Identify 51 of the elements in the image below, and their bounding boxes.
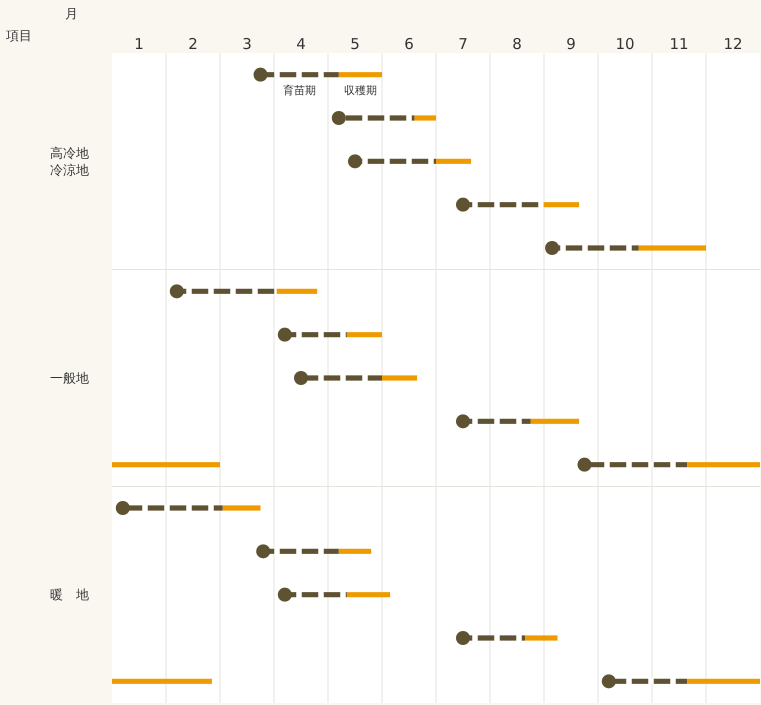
y-tick-label: 暖 地	[50, 588, 89, 604]
bar	[338, 548, 372, 554]
point	[332, 111, 346, 125]
point	[170, 284, 184, 298]
y-axis-title: 項目	[5, 29, 32, 44]
bar	[687, 678, 760, 684]
y-tick-label: 高冷地冷涼地	[50, 145, 89, 178]
point	[116, 501, 130, 515]
bar	[346, 332, 382, 338]
x-tick-label: 3	[242, 35, 252, 53]
bar	[346, 592, 390, 598]
bar	[544, 202, 580, 208]
x-tick-label: 4	[296, 35, 306, 53]
x-tick-label: 2	[188, 35, 198, 53]
bar	[382, 375, 418, 381]
point	[456, 414, 470, 428]
bar	[414, 115, 436, 121]
x-tick-label: 10	[615, 35, 635, 53]
x-tick-label: 11	[669, 35, 689, 53]
point	[348, 154, 362, 168]
x-axis-title: 月	[65, 7, 78, 22]
series-label: 収穫期	[344, 84, 377, 97]
point	[278, 328, 292, 342]
bar	[276, 288, 318, 294]
point	[545, 241, 560, 255]
point	[294, 371, 308, 385]
bar	[112, 462, 220, 468]
x-tick-label: 7	[458, 35, 468, 53]
bar	[638, 245, 706, 251]
bar	[222, 505, 260, 511]
x-tick-label: 8	[512, 35, 522, 53]
point	[456, 631, 470, 645]
x-tick-label: 6	[404, 35, 414, 53]
bar	[338, 72, 382, 78]
point	[602, 674, 616, 688]
point	[278, 588, 292, 602]
x-tick-label: 1	[134, 35, 144, 53]
point	[254, 68, 268, 82]
point	[578, 458, 592, 472]
point	[456, 198, 470, 212]
bar	[687, 462, 760, 468]
bar	[112, 678, 212, 684]
bar	[530, 418, 580, 424]
x-tick-label: 9	[566, 35, 576, 53]
bar	[525, 635, 558, 641]
x-tick-label: 12	[723, 35, 743, 53]
y-tick-label: 一般地	[50, 372, 89, 387]
x-tick-label: 5	[350, 35, 360, 53]
series-label: 育苗期	[283, 84, 316, 97]
bar	[436, 158, 472, 164]
point	[256, 544, 270, 558]
